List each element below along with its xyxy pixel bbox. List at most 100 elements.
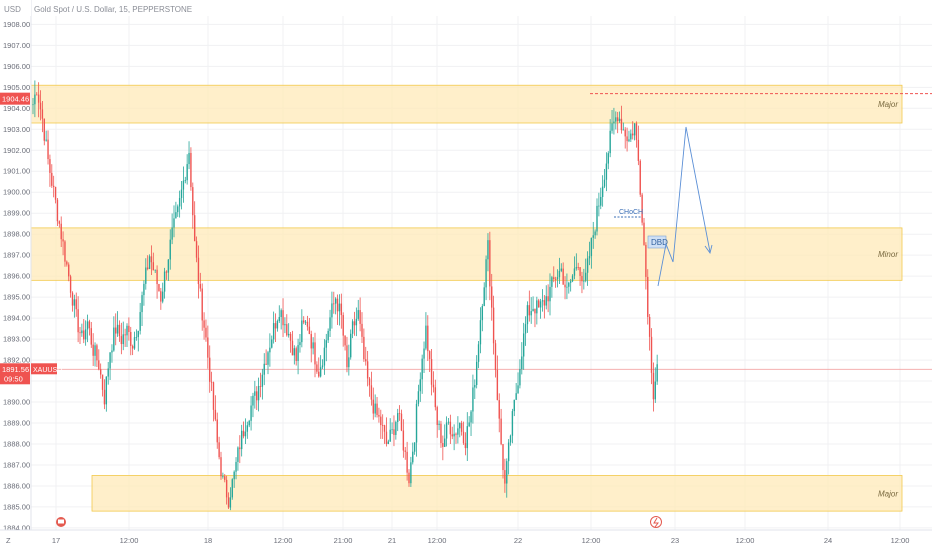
candle xyxy=(350,329,352,360)
price-tag-top: 1904.46 xyxy=(0,92,30,105)
candle xyxy=(519,359,521,389)
candle xyxy=(148,254,151,270)
candle xyxy=(289,331,292,353)
candle xyxy=(357,299,359,321)
time-tick-label: 17 xyxy=(52,536,60,545)
price-tick-label: 1887.00 xyxy=(3,460,30,469)
candle xyxy=(459,422,461,438)
candle-body xyxy=(212,382,215,410)
candle-body xyxy=(412,451,414,463)
candle xyxy=(195,236,198,263)
zone-major xyxy=(91,475,903,512)
candle-body xyxy=(344,335,346,346)
dbd-label: DBD xyxy=(651,238,668,247)
candle-body xyxy=(88,321,91,329)
candle-body xyxy=(494,343,497,370)
candle xyxy=(645,242,647,290)
symbol-tag-bg xyxy=(31,363,57,375)
candle xyxy=(227,492,230,510)
candle xyxy=(188,141,190,170)
candle-body xyxy=(626,136,628,142)
candle-body xyxy=(633,123,636,136)
candle-body xyxy=(201,288,203,321)
candle xyxy=(224,474,226,483)
candle xyxy=(359,297,361,332)
candle-body xyxy=(224,476,226,480)
candle xyxy=(154,269,156,273)
candle-body xyxy=(455,433,457,435)
candle-body xyxy=(348,357,350,368)
candle-body xyxy=(404,450,406,452)
candle xyxy=(641,192,643,226)
candle-body xyxy=(304,321,307,323)
candle-body xyxy=(133,337,136,349)
zone-label: Major xyxy=(878,100,898,109)
candle-body xyxy=(68,264,70,277)
candle xyxy=(139,302,141,335)
candle xyxy=(449,414,452,444)
economic-event-icon[interactable] xyxy=(56,517,66,527)
candle-body xyxy=(126,325,128,336)
candle-body xyxy=(588,256,591,259)
time-tick-label: 12:00 xyxy=(582,536,601,545)
candle xyxy=(577,262,579,271)
candle xyxy=(417,384,420,407)
candle xyxy=(239,435,241,464)
candle xyxy=(408,469,410,487)
candle xyxy=(319,355,322,378)
candle xyxy=(583,268,585,290)
candle xyxy=(233,470,235,488)
candle xyxy=(56,197,59,226)
symbol-tag-text: XAUUSD xyxy=(33,367,62,374)
candle xyxy=(124,328,126,347)
candle-body xyxy=(607,153,609,164)
candle-body xyxy=(137,330,139,338)
candle-body xyxy=(318,371,320,377)
time-tick-label: 23 xyxy=(671,536,679,545)
candle xyxy=(547,284,549,313)
candle xyxy=(380,409,382,439)
candle-body xyxy=(325,340,327,348)
candle-body xyxy=(81,330,83,334)
candle-body xyxy=(75,299,77,310)
candle-body xyxy=(182,180,185,190)
candle-body xyxy=(568,282,570,287)
candle xyxy=(579,267,581,286)
candle xyxy=(475,355,478,389)
candle-body xyxy=(459,422,461,429)
candle xyxy=(336,294,339,325)
candle xyxy=(353,311,356,336)
candle-body xyxy=(203,320,205,328)
candle-body xyxy=(652,372,655,400)
candle xyxy=(536,296,538,325)
candle-body xyxy=(440,423,442,444)
candle xyxy=(173,205,175,238)
candle xyxy=(331,291,333,329)
earnings-event-icon[interactable] xyxy=(650,516,662,528)
candle xyxy=(462,421,465,445)
candle xyxy=(81,323,83,337)
candle-body xyxy=(637,139,640,161)
candle xyxy=(528,290,531,322)
candle-body xyxy=(400,413,403,431)
candle-body xyxy=(109,352,111,369)
candle xyxy=(487,233,489,272)
candle-body xyxy=(128,325,130,333)
candle-body xyxy=(94,345,96,356)
candle xyxy=(329,309,331,337)
candle-body xyxy=(165,271,168,273)
candle xyxy=(381,414,384,439)
candle-body xyxy=(205,327,207,338)
candle-body xyxy=(605,163,608,180)
candle-body xyxy=(131,345,134,349)
candle xyxy=(643,218,645,246)
candle-body xyxy=(62,239,64,242)
candle xyxy=(376,397,378,418)
candle-body xyxy=(43,118,45,141)
candle-body xyxy=(158,284,160,292)
candle xyxy=(460,420,463,436)
candle-body xyxy=(524,324,527,334)
candle-body xyxy=(630,133,632,140)
candle xyxy=(564,276,566,300)
